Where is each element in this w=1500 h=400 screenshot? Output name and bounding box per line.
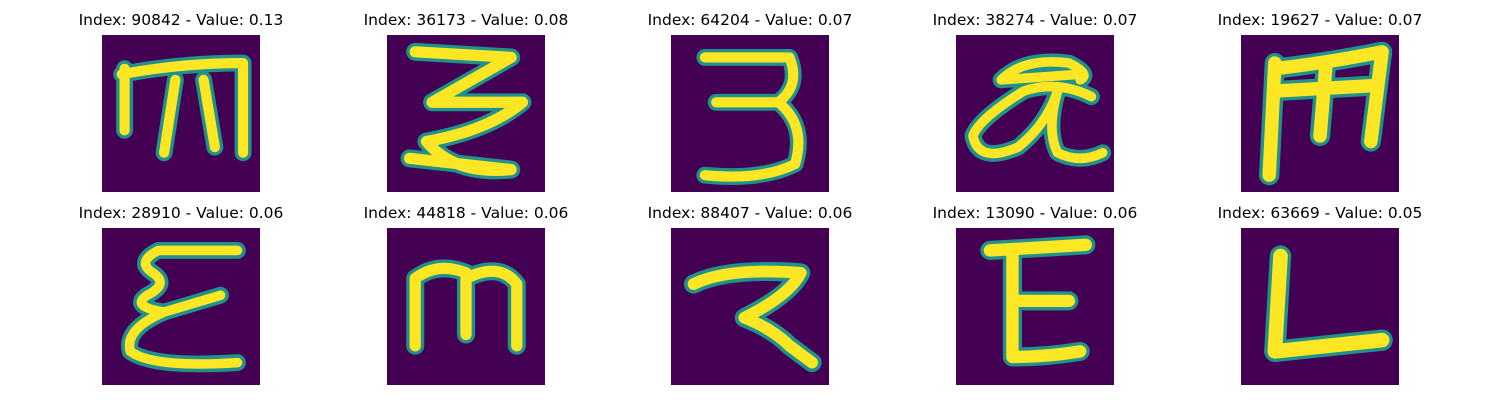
m-glyph <box>102 35 260 192</box>
sample-title: Index: 44818 - Value: 0.06 <box>363 204 569 222</box>
sample-image <box>671 228 829 385</box>
alpha-glyph <box>956 35 1114 192</box>
e-glyph <box>956 228 1114 385</box>
sample-image <box>1241 228 1399 385</box>
three-z-glyph <box>387 35 545 192</box>
sample-title: Index: 19627 - Value: 0.07 <box>1217 11 1423 29</box>
sample-title: Index: 13090 - Value: 0.06 <box>932 204 1138 222</box>
sample-title: Index: 63669 - Value: 0.05 <box>1217 204 1423 222</box>
sample-image <box>671 35 829 192</box>
m-glyph <box>387 228 545 385</box>
r-glyph <box>671 228 829 385</box>
sample-image <box>387 228 545 385</box>
three-glyph <box>671 35 829 192</box>
sample-image <box>956 228 1114 385</box>
sample-title: Index: 36173 - Value: 0.08 <box>363 11 569 29</box>
sample-title: Index: 28910 - Value: 0.06 <box>78 204 284 222</box>
sample-image <box>956 35 1114 192</box>
epsilon-glyph <box>102 228 260 385</box>
sample-image <box>1241 35 1399 192</box>
sample-title: Index: 38274 - Value: 0.07 <box>932 11 1138 29</box>
m-glyph <box>1241 35 1399 192</box>
sample-title: Index: 90842 - Value: 0.13 <box>78 11 284 29</box>
sample-title: Index: 88407 - Value: 0.06 <box>647 204 853 222</box>
sample-image <box>102 35 260 192</box>
sample-image <box>387 35 545 192</box>
sample-title: Index: 64204 - Value: 0.07 <box>647 11 853 29</box>
l-glyph <box>1241 228 1399 385</box>
sample-image <box>102 228 260 385</box>
